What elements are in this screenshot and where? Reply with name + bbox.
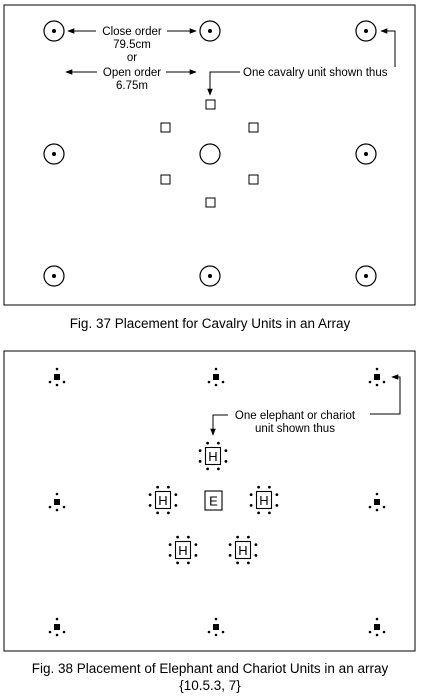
formation-unit-icon xyxy=(207,617,225,637)
chariot-unit-icon: H xyxy=(228,535,258,565)
cavalry-unit-icon xyxy=(160,174,171,185)
formation-unit-icon xyxy=(368,492,386,512)
formation-unit-icon xyxy=(48,492,66,512)
cavalry-note-leader-right xyxy=(380,28,396,67)
chariot-unit-icon: H xyxy=(198,441,228,471)
center-circle-icon xyxy=(199,143,221,165)
or-label: or xyxy=(127,52,137,64)
elephant-note-leader-right xyxy=(370,374,401,415)
elephant-note-leader xyxy=(210,414,228,436)
fig37-caption: Fig. 37 Placement for Cavalry Units in a… xyxy=(70,316,351,331)
chariot-unit-icon: H xyxy=(148,485,178,515)
chariot-unit-icon: H xyxy=(168,535,198,565)
position-marker-icon xyxy=(355,20,377,42)
elephant-note-line2: unit shown thus xyxy=(255,423,335,435)
cavalry-unit-icon xyxy=(248,122,259,133)
fig38-horse-units: H H H H H xyxy=(148,441,279,565)
position-marker-icon xyxy=(355,143,377,165)
chariot-letter: H xyxy=(259,493,268,508)
cavalry-unit-icon xyxy=(205,99,216,110)
position-marker-icon xyxy=(43,20,65,42)
formation-unit-icon xyxy=(48,617,66,637)
chariot-letter: H xyxy=(178,543,187,558)
fig38-caption-line2: {10.5.3, 7} xyxy=(179,678,241,693)
open-order-value: 6.75m xyxy=(116,80,148,92)
position-marker-icon xyxy=(199,20,221,42)
formation-unit-icon xyxy=(48,367,66,387)
close-order-value: 79.5cm xyxy=(113,39,151,51)
chariot-letter: H xyxy=(158,493,167,508)
fig38-caption-line1: Fig. 38 Placement of Elephant and Chario… xyxy=(32,661,389,676)
fig38-frame xyxy=(3,350,416,652)
chariot-letter: H xyxy=(238,543,247,558)
cavalry-unit-icon xyxy=(205,197,216,208)
chariot-unit-icon: H xyxy=(249,485,279,515)
fig37-cavalry-units xyxy=(160,99,259,208)
elephant-unit-icon xyxy=(204,490,223,511)
chariot-letter: H xyxy=(208,449,217,464)
formation-unit-icon xyxy=(368,367,386,387)
position-marker-icon xyxy=(199,265,221,287)
elephant-unit: E xyxy=(204,490,223,511)
cavalry-note: One cavalry unit shown thus xyxy=(243,67,388,79)
position-marker-icon xyxy=(43,143,65,165)
elephant-letter: E xyxy=(209,494,218,509)
fig38-formation-units xyxy=(48,367,386,637)
cavalry-note-leader xyxy=(207,71,240,96)
elephant-note-line1: One elephant or chariot xyxy=(235,410,356,422)
fig37-panel: Close order 79.5cm or Open order 6.75m O… xyxy=(3,4,416,306)
position-marker-icon xyxy=(43,265,65,287)
fig37-frame xyxy=(3,4,416,306)
position-marker-icon xyxy=(355,265,377,287)
formation-unit-icon xyxy=(368,617,386,637)
formation-unit-icon xyxy=(207,367,225,387)
cavalry-unit-icon xyxy=(248,174,259,185)
open-order-label: Open order xyxy=(103,67,161,79)
fig37-position-markers xyxy=(43,20,377,287)
cavalry-unit-icon xyxy=(160,122,171,133)
close-order-label: Close order xyxy=(102,26,162,38)
fig38-panel: H H H H H E One elephant or chariot unit sho… xyxy=(3,350,416,652)
